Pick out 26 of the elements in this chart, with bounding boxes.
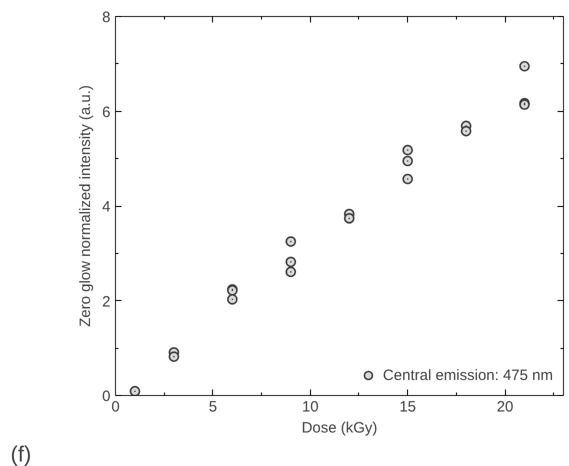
point xyxy=(130,386,140,396)
point xyxy=(227,285,238,296)
point xyxy=(402,144,413,156)
point xyxy=(286,236,296,247)
x-tick-label: 20 xyxy=(496,398,514,416)
point xyxy=(402,156,413,166)
point xyxy=(227,294,238,305)
x-tick-label: 5 xyxy=(208,398,218,416)
x-tick-label: 15 xyxy=(399,398,416,416)
point xyxy=(460,126,472,136)
y-tick-label: 6 xyxy=(102,104,110,121)
point xyxy=(168,351,180,362)
y-tick-label: 4 xyxy=(102,198,110,216)
point xyxy=(344,213,355,224)
point xyxy=(519,60,530,72)
y-tick-label: 0 xyxy=(102,388,110,405)
point xyxy=(402,174,413,184)
x-tick-label: 10 xyxy=(302,398,319,416)
point xyxy=(286,266,296,278)
point xyxy=(286,256,296,268)
y-tick-label: 8 xyxy=(102,9,110,26)
legend-label: Central emission: 475 nm xyxy=(382,366,553,384)
x-axis-title: Dose (kGy) xyxy=(302,420,378,436)
y-tick-label: 2 xyxy=(102,293,110,310)
y-axis-title: Zero glow normalized intensity (a.u.) xyxy=(77,85,94,327)
text: (f) xyxy=(10,442,32,466)
